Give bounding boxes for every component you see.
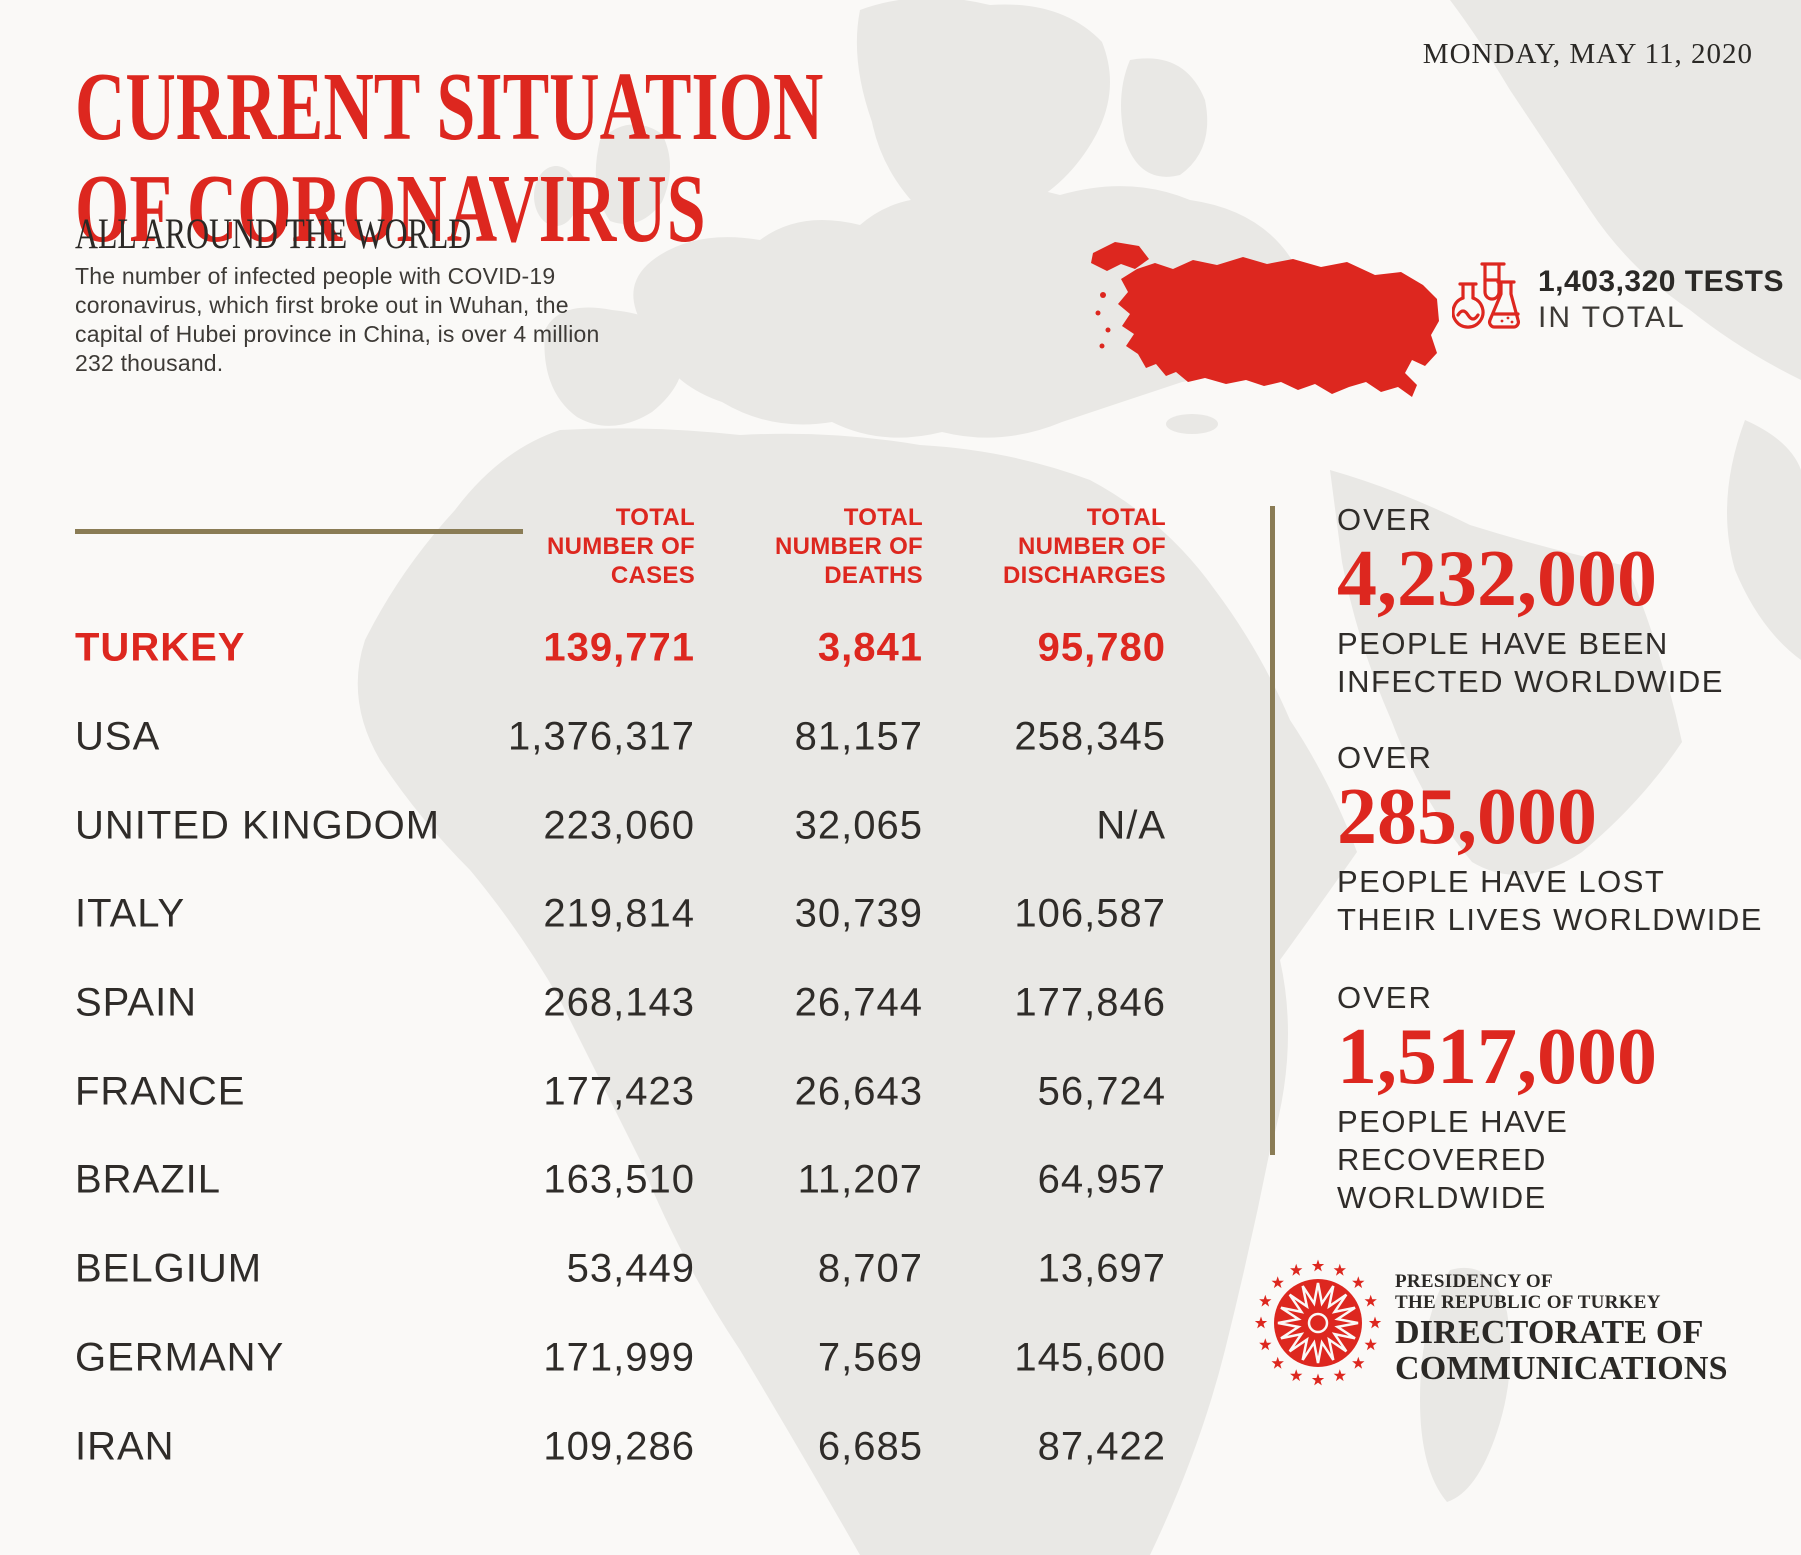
country-name: IRAN bbox=[75, 1424, 175, 1469]
discharges-value: 145,600 bbox=[1014, 1335, 1166, 1380]
logo-line-presidency: PRESIDENCY OF bbox=[1395, 1271, 1553, 1292]
tests-total: 1,403,320 TESTS IN TOTAL bbox=[1538, 264, 1784, 336]
column-header-deaths: TOTAL NUMBER OF DEATHS bbox=[774, 504, 923, 589]
discharges-value: 177,846 bbox=[1014, 980, 1166, 1025]
cases-value: 223,060 bbox=[543, 803, 695, 848]
cases-value: 1,376,317 bbox=[508, 714, 695, 759]
deaths-value: 30,739 bbox=[794, 891, 923, 936]
discharges-value: 87,422 bbox=[1037, 1424, 1166, 1469]
table-row-united-kingdom: UNITED KINGDOM 223,060 32,065 N/A bbox=[75, 781, 1166, 870]
logo-line-directorate: DIRECTORATE OF bbox=[1395, 1314, 1704, 1351]
table-row-belgium: BELGIUM 53,449 8,707 13,697 bbox=[75, 1225, 1166, 1314]
discharges-value: 64,957 bbox=[1037, 1157, 1166, 1202]
country-table: TURKEY 139,771 3,841 95,780 USA 1,376,31… bbox=[75, 604, 1166, 1491]
directorate-logo-text: PRESIDENCY OF THE REPUBLIC OF TURKEY DIR… bbox=[1395, 1271, 1728, 1387]
deaths-value: 7,569 bbox=[817, 1335, 923, 1380]
stat-value: 4,232,000 bbox=[1337, 535, 1657, 623]
cases-value: 177,423 bbox=[543, 1069, 695, 1114]
column-header-discharges: TOTAL NUMBER OF DISCHARGES bbox=[1002, 504, 1166, 589]
page-title-line2: OF CORONAVIRUS bbox=[75, 155, 706, 262]
tests-total-label: IN TOTAL bbox=[1538, 301, 1686, 334]
stat-prefix: OVER bbox=[1337, 980, 1433, 1015]
country-name: BRAZIL bbox=[75, 1157, 222, 1202]
discharges-value: 106,587 bbox=[1014, 891, 1166, 936]
deaths-value: 3,841 bbox=[817, 625, 923, 670]
deaths-value: 81,157 bbox=[794, 714, 923, 759]
stat-recovered-worldwide: OVER 1,517,000 PEOPLE HAVE RECOVERED WOR… bbox=[1337, 980, 1777, 1217]
cases-value: 219,814 bbox=[543, 891, 695, 936]
table-row-iran: IRAN 109,286 6,685 87,422 bbox=[75, 1402, 1166, 1491]
country-name: FRANCE bbox=[75, 1069, 246, 1114]
column-header-cases: TOTAL NUMBER OF CASES bbox=[546, 504, 695, 589]
stat-deaths-worldwide: OVER 285,000 PEOPLE HAVE LOST THEIR LIVE… bbox=[1337, 740, 1777, 939]
gold-vertical-divider bbox=[1270, 506, 1275, 1155]
country-name: UNITED KINGDOM bbox=[75, 803, 441, 848]
country-name: TURKEY bbox=[75, 625, 246, 670]
intro-paragraph: The number of infected people with COVID… bbox=[75, 263, 600, 376]
page-subtitle: ALL AROUND THE WORLD bbox=[75, 211, 472, 258]
cases-value: 171,999 bbox=[543, 1335, 695, 1380]
deaths-value: 11,207 bbox=[797, 1157, 923, 1202]
stat-label: PEOPLE HAVE RECOVERED WORLDWIDE bbox=[1337, 1104, 1569, 1215]
country-name: GERMANY bbox=[75, 1335, 285, 1380]
stat-prefix: OVER bbox=[1337, 740, 1433, 775]
discharges-value: 56,724 bbox=[1037, 1069, 1166, 1114]
country-name: USA bbox=[75, 714, 161, 759]
cases-value: 109,286 bbox=[543, 1424, 695, 1469]
country-name: ITALY bbox=[75, 891, 186, 936]
logo-line-republic: THE REPUBLIC OF TURKEY bbox=[1395, 1292, 1661, 1313]
cases-value: 53,449 bbox=[566, 1246, 695, 1291]
cases-value: 139,771 bbox=[543, 625, 695, 670]
turkey-map-silhouette bbox=[1091, 242, 1439, 397]
table-row-france: FRANCE 177,423 26,643 56,724 bbox=[75, 1047, 1166, 1136]
discharges-value: N/A bbox=[1096, 803, 1166, 848]
stat-value: 285,000 bbox=[1337, 773, 1597, 861]
logo-line-communications: COMMUNICATIONS bbox=[1395, 1350, 1728, 1387]
gold-divider-rule bbox=[75, 529, 523, 534]
table-row-spain: SPAIN 268,143 26,744 177,846 bbox=[75, 959, 1166, 1048]
lab-flasks-icon bbox=[1452, 262, 1520, 329]
stat-label: PEOPLE HAVE BEEN INFECTED WORLDWIDE bbox=[1337, 626, 1724, 699]
page-title-line1: CURRENT SITUATION bbox=[75, 53, 824, 160]
deaths-value: 32,065 bbox=[794, 803, 923, 848]
deaths-value: 26,744 bbox=[794, 980, 923, 1025]
table-row-turkey: TURKEY 139,771 3,841 95,780 bbox=[75, 604, 1166, 693]
cases-value: 163,510 bbox=[543, 1157, 695, 1202]
deaths-value: 6,685 bbox=[817, 1424, 923, 1469]
stat-label: PEOPLE HAVE LOST THEIR LIVES WORLDWIDE bbox=[1337, 864, 1763, 937]
cases-value: 268,143 bbox=[543, 980, 695, 1025]
deaths-value: 8,707 bbox=[817, 1246, 923, 1291]
discharges-value: 258,345 bbox=[1014, 714, 1166, 759]
country-name: SPAIN bbox=[75, 980, 198, 1025]
table-row-usa: USA 1,376,317 81,157 258,345 bbox=[75, 693, 1166, 782]
stat-prefix: OVER bbox=[1337, 502, 1433, 537]
deaths-value: 26,643 bbox=[794, 1069, 923, 1114]
page-title: CURRENT SITUATION OF CORONAVIRUS bbox=[75, 56, 1114, 260]
directorate-emblem-logo bbox=[1254, 1259, 1382, 1386]
country-name: BELGIUM bbox=[75, 1246, 263, 1291]
table-row-brazil: BRAZIL 163,510 11,207 64,957 bbox=[75, 1136, 1166, 1225]
stat-value: 1,517,000 bbox=[1337, 1013, 1657, 1101]
tests-total-value: 1,403,320 TESTS bbox=[1538, 265, 1784, 298]
stat-infected-worldwide: OVER 4,232,000 PEOPLE HAVE BEEN INFECTED… bbox=[1337, 502, 1777, 701]
discharges-value: 95,780 bbox=[1037, 625, 1166, 670]
date: MONDAY, MAY 11, 2020 bbox=[1422, 38, 1753, 70]
table-row-italy: ITALY 219,814 30,739 106,587 bbox=[75, 870, 1166, 959]
table-row-germany: GERMANY 171,999 7,569 145,600 bbox=[75, 1314, 1166, 1403]
discharges-value: 13,697 bbox=[1037, 1246, 1166, 1291]
